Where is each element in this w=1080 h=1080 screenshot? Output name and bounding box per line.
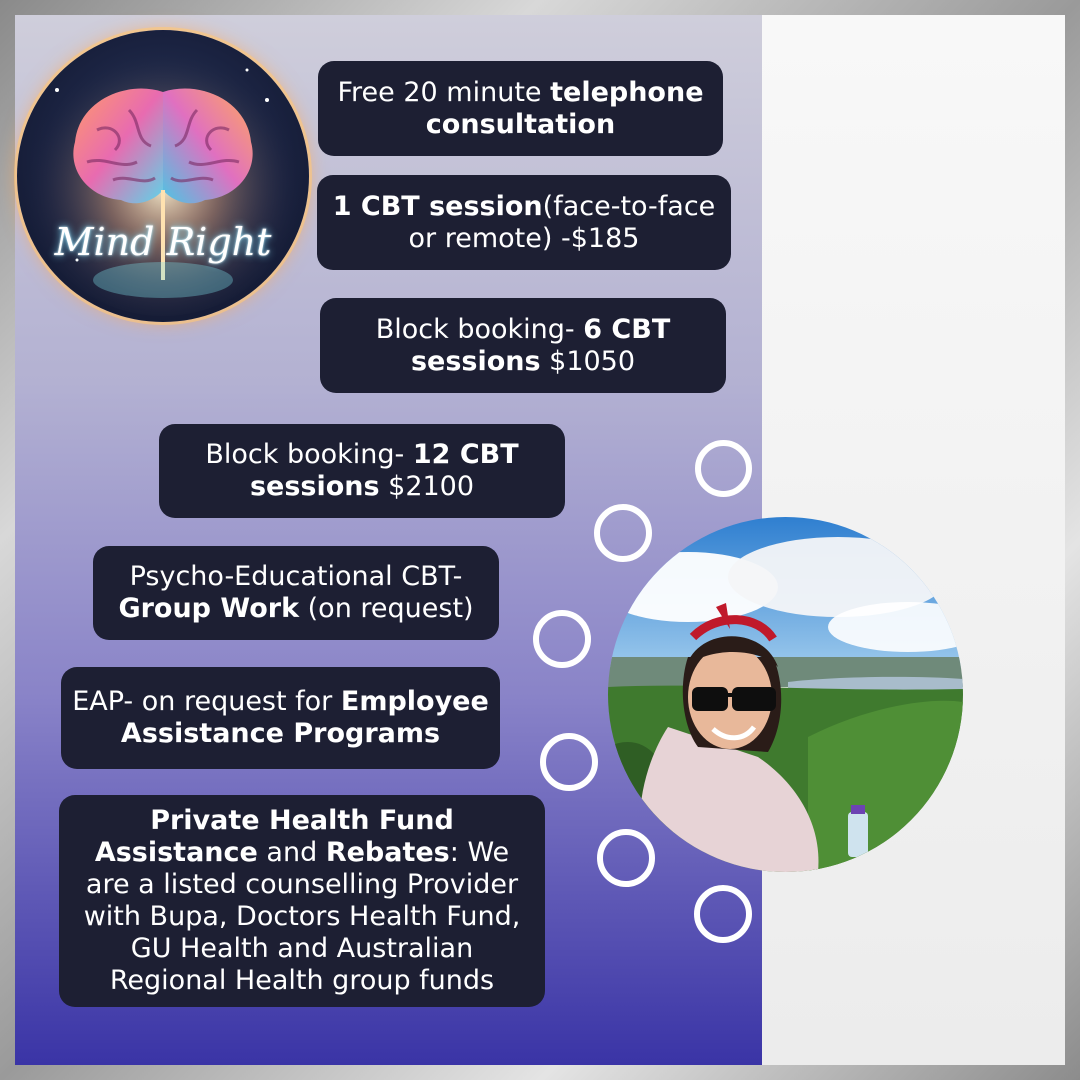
bubble-eap: EAP- on request for Employee Assistance … <box>61 667 500 769</box>
bubble-text-segment: telephone consultation <box>425 76 704 140</box>
brain-icon <box>23 36 303 316</box>
bubble-single-session: 1 CBT session(face-to-face or remote) -$… <box>317 175 731 270</box>
bubble-text-segment: Free 20 minute <box>337 76 551 108</box>
bubble-text-segment: Private Health Fund Assistance <box>94 805 454 868</box>
bubble-text-segment: Group Work <box>118 593 300 624</box>
bubble-text-segment: Block booking- <box>205 439 413 470</box>
bubble-text-segment: and <box>257 837 326 868</box>
photo-illustration <box>608 517 963 872</box>
bubble-text-segment: Psycho-Educational CBT- <box>129 561 463 592</box>
bubble-text-segment: $1050 <box>540 345 636 377</box>
bubble-text-segment: : We are a listed counselling Provider w… <box>83 837 521 996</box>
ring-decoration <box>540 733 598 791</box>
bubble-text-segment: (on request) <box>299 593 474 624</box>
logo-wordmark: Mind Right <box>54 220 272 264</box>
bubble-text-segment: Block booking- <box>375 313 584 345</box>
bubble-text-segment: 1 CBT session <box>332 190 543 222</box>
bubble-telephone-consultation: Free 20 minute telephone consultation <box>318 61 723 156</box>
bubble-block-6: Block booking- 6 CBT sessions $1050 <box>320 298 726 393</box>
bubble-group-work: Psycho-Educational CBT- Group Work (on r… <box>93 546 499 640</box>
ring-decoration <box>695 440 752 497</box>
bubble-text-segment: Employee Assistance Programs <box>120 686 489 749</box>
ring-decoration <box>694 885 752 943</box>
therapist-photo <box>608 517 963 872</box>
bubble-text-segment: (face-to-face or remote) -$185 <box>408 190 716 254</box>
bubble-text-segment: 6 CBT sessions <box>410 313 671 377</box>
mindright-logo: Mind Right <box>17 30 309 322</box>
bubble-text-segment: $2100 <box>379 471 475 502</box>
bubble-text-segment: Rebates <box>325 837 450 868</box>
bubble-text-segment: EAP- on request for <box>72 686 341 717</box>
ring-decoration <box>533 610 591 668</box>
bubble-block-12: Block booking- 12 CBT sessions $2100 <box>159 424 565 518</box>
bubble-health-fund: Private Health Fund Assistance and Rebat… <box>59 795 545 1007</box>
bubble-text-segment: 12 CBT sessions <box>249 439 519 502</box>
